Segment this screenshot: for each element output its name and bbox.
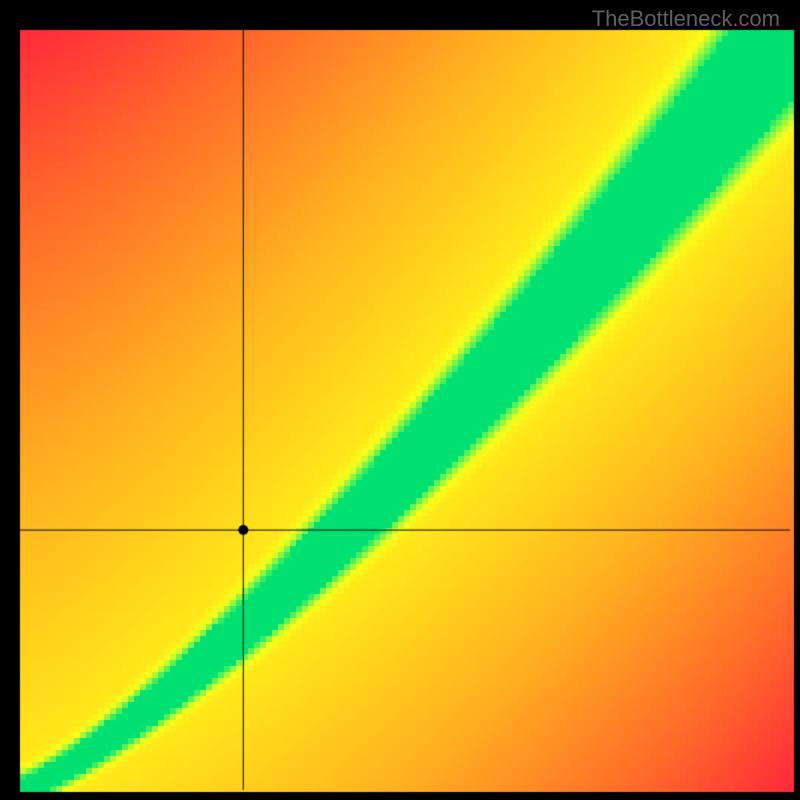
chart-container: TheBottleneck.com: [0, 0, 800, 800]
watermark-text: TheBottleneck.com: [592, 6, 780, 32]
bottleneck-heatmap: [0, 0, 800, 800]
